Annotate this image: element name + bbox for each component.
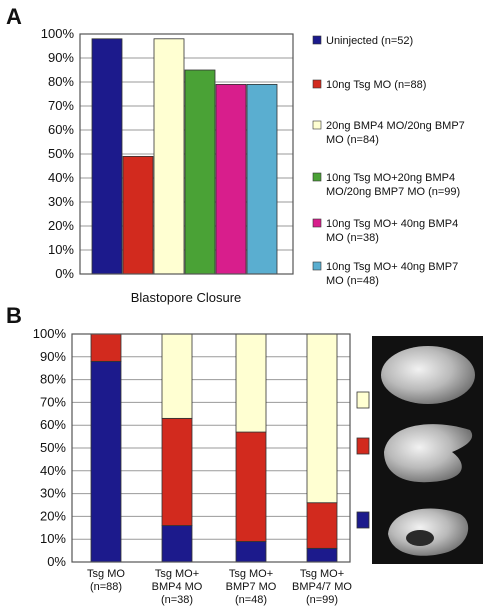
panel-b-y-tick-label: 60% <box>40 417 66 432</box>
panel-b-bar-segment <box>306 502 338 549</box>
panel-a-bar <box>246 84 278 275</box>
panel-a-legend-swatch <box>312 218 322 228</box>
panel-a-y-tick-label: 60% <box>48 122 74 137</box>
panel-b-legend-swatch <box>356 511 370 529</box>
panel-b-x-tick-label: Tsg MO (n=88) <box>87 568 125 593</box>
panel-b-y-tick-label: 100% <box>33 326 67 341</box>
panel-b-bar-segment <box>161 417 193 526</box>
panel-a-bar <box>122 155 154 275</box>
panel-b-plot-border <box>71 333 351 563</box>
panel-b-y-tick-label: 10% <box>40 531 66 546</box>
panel-a-legend-swatch <box>312 35 322 45</box>
panel-a-bar <box>153 38 185 275</box>
panel-b-letter: B <box>6 303 22 328</box>
panel-a-legend-swatch <box>312 120 322 130</box>
embryo-severe-opening <box>406 530 434 546</box>
panel-a-legend-label: 20ng BMP4 MO/20ng BMP7 MO (n=84) <box>326 120 465 146</box>
panel-a-bar <box>91 38 123 275</box>
panel-a-y-tick-label: 100% <box>41 26 75 41</box>
panel-b-y-tick-label: 70% <box>40 394 66 409</box>
panel-a-y-tick-label: 70% <box>48 98 74 113</box>
panel-b-y-tick-label: 20% <box>40 508 66 523</box>
panel-a-legend-swatch <box>312 79 322 89</box>
panel-b-y-ticks: 0% 10% 20% 30% 40% 50% 60% 70% 80% 90% 100% <box>33 326 67 569</box>
panel-b-bar-segment <box>235 431 267 542</box>
panel-a-y-tick-label: 40% <box>48 170 74 185</box>
panel-a-bars <box>91 38 278 275</box>
panel-b-bar-segment <box>235 333 267 433</box>
panel-b-y-tick-label: 80% <box>40 372 66 387</box>
panel-a-bar <box>215 84 247 275</box>
panel-a-y-tick-label: 20% <box>48 218 74 233</box>
panel-b-legend-swatch <box>356 437 370 455</box>
panel-a-legend-swatch <box>312 261 322 271</box>
panel-b-x-labels: Tsg MO (n=88) Tsg MO+ BMP4 MO (n=38) Tsg MO+ B… <box>87 568 352 606</box>
panel-a-legend-label: 10ng Tsg MO+ 40ng BMP7 MO (n=48) <box>326 261 458 287</box>
panel-a-y-tick-label: 10% <box>48 242 74 257</box>
panel-a-y-tick-label: 80% <box>48 74 74 89</box>
panel-a-legend-label: 10ng Tsg MO (n=88) <box>326 79 426 91</box>
panel-a-legend-label: Uninjected (n=52) <box>326 35 413 47</box>
panel-b-legend <box>356 391 370 529</box>
panel-a-legend: Uninjected (n=52) 10ng Tsg MO (n=88) 20ng … <box>312 35 465 287</box>
panel-a-y-tick-label: 90% <box>48 50 74 65</box>
panel-b-x-tick-label: Tsg MO+ BMP7 MO (n=48) <box>226 568 277 606</box>
panel-b-bar-segment <box>306 547 338 563</box>
embryo-normal <box>381 346 475 404</box>
panel-b-bar-segment <box>306 333 338 504</box>
embryo-photos <box>372 336 483 564</box>
panel-b-bar-segment <box>161 333 193 419</box>
panel-a-letter: A <box>6 4 22 29</box>
panel-b-bar-segment <box>161 525 193 563</box>
panel-b-y-tick-label: 90% <box>40 349 66 364</box>
panel-b-y-tick-label: 0% <box>47 554 66 569</box>
embryo-mild <box>384 424 473 483</box>
panel-a-y-ticks: 0% 10% 20% 30% 40% 50% 60% 70% 80% 90% 100% <box>41 26 75 281</box>
panel-b-legend-swatch <box>356 391 370 409</box>
panel-a-y-tick-label: 50% <box>48 146 74 161</box>
panel-a-legend-label: 10ng Tsg MO+ 40ng BMP4 MO (n=38) <box>326 218 458 244</box>
panel-a-bar <box>184 69 216 275</box>
panel-b-bar-segment <box>90 333 122 362</box>
panel-a-plot-border <box>79 33 294 275</box>
panel-b-chart: 0% 10% 20% 30% 40% 50% 60% 70% 80% 90% 100% Tsg MO… <box>33 326 370 606</box>
panel-b-x-tick-label: Tsg MO+ BMP4/7 MO (n=99) <box>292 568 352 606</box>
panel-a-chart: 0% 10% 20% 30% 40% 50% 60% 70% 80% 90% 100% Blasto… <box>41 26 465 305</box>
panel-b-x-tick-label: Tsg MO+ BMP4 MO (n=38) <box>152 568 203 606</box>
panel-a-frame <box>79 33 294 275</box>
panel-b-bar-segment <box>235 541 267 563</box>
panel-a-y-tick-label: 30% <box>48 194 74 209</box>
panel-b-y-tick-label: 50% <box>40 440 66 455</box>
panel-a-legend-label: 10ng Tsg MO+20ng BMP4 MO/20ng BMP7 MO (n=… <box>326 172 460 198</box>
panel-b-y-tick-label: 40% <box>40 463 66 478</box>
panel-a-legend-swatch <box>312 172 322 182</box>
panel-a-x-label: Blastopore Closure <box>131 290 242 305</box>
panel-b-bars <box>90 333 338 563</box>
panel-a-y-tick-label: 0% <box>55 266 74 281</box>
panel-b-y-tick-label: 30% <box>40 486 66 501</box>
panel-b-frame <box>71 333 351 563</box>
panel-b-bar-segment <box>90 360 122 563</box>
